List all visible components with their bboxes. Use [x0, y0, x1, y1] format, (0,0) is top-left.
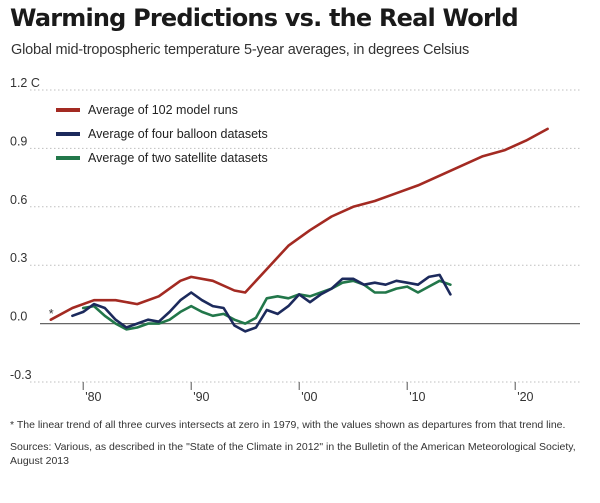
x-tick-label: '20 [517, 390, 533, 404]
footnote: * The linear trend of all three curves i… [10, 419, 566, 431]
y-tick-label: 0.6 [10, 193, 27, 207]
y-tick-label: -0.3 [10, 368, 32, 382]
legend-label-balloons: Average of four balloon datasets [88, 127, 268, 141]
y-tick-label: 0.0 [10, 310, 27, 324]
line-chart: 1.2 C 0.9 0.6 0.3 0.0 -0.3 '80 '90 '00 '10 '20 Av… [10, 76, 580, 404]
x-tick-label: '00 [301, 390, 317, 404]
chart-title: Warming Predictions vs. the Real World [10, 4, 519, 32]
annotations: * [49, 307, 54, 321]
x-tick-label: '80 [85, 390, 101, 404]
y-axis-ticks: 1.2 C 0.9 0.6 0.3 0.0 -0.3 [10, 76, 40, 382]
x-tick-label: '10 [409, 390, 425, 404]
sources-note: Sources: Various, as described in the "S… [10, 441, 576, 467]
satellites-line [81, 279, 452, 331]
balloons-line [71, 273, 452, 333]
y-tick-label: 0.9 [10, 134, 27, 148]
models-line [49, 127, 549, 321]
trend-asterisk: * [49, 307, 54, 321]
gridlines [30, 89, 580, 383]
legend-label-satellites: Average of two satellite datasets [88, 151, 268, 165]
chart-subtitle: Global mid-tropospheric temperature 5-ye… [11, 42, 470, 58]
y-tick-label: 0.3 [10, 251, 27, 265]
series-lines [49, 127, 549, 333]
y-tick-label: 1.2 C [10, 76, 40, 90]
x-tick-label: '90 [193, 390, 209, 404]
legend-label-models: Average of 102 model runs [88, 103, 238, 117]
x-axis-ticks: '80 '90 '00 '10 '20 [82, 382, 534, 404]
legend: Average of 102 model runs Average of four… [56, 103, 268, 165]
